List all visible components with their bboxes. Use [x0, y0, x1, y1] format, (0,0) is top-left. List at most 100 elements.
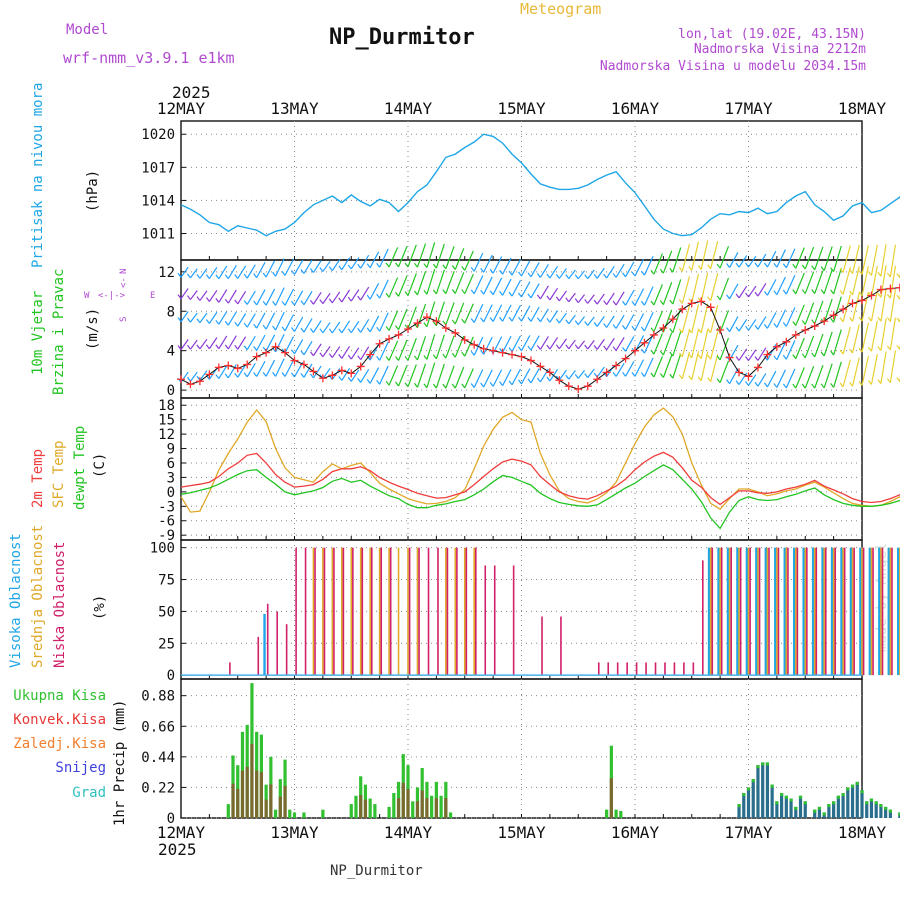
wind-barb — [662, 250, 673, 274]
wind-barb-head — [735, 356, 740, 361]
wind-barb — [218, 335, 228, 350]
wind-speed-marker — [895, 283, 900, 292]
wind-barb — [322, 260, 331, 272]
wind-barb — [473, 369, 484, 388]
y-tick-label: 0 — [167, 485, 175, 501]
precip-bar — [302, 812, 306, 818]
wind-speed-marker — [876, 285, 885, 294]
y-tick-label: 8 — [167, 304, 175, 320]
wind-barb — [426, 362, 436, 388]
wind-barb-head — [413, 290, 418, 296]
wind-barb — [379, 341, 389, 361]
wind-barb — [691, 304, 700, 334]
wind-barb — [388, 340, 399, 361]
wind-barb — [256, 289, 266, 306]
wind-barb-head — [376, 379, 381, 385]
precip-bar-top — [817, 806, 822, 810]
y-tick-label: 1020 — [141, 127, 175, 143]
wind-barb-head — [205, 297, 210, 302]
wind-speed-marker — [612, 361, 621, 370]
precip-bar — [884, 806, 888, 818]
x-tick-label-top: 17MAY — [724, 99, 773, 118]
wind-barb — [823, 246, 833, 271]
wind-barb-head — [461, 289, 466, 294]
wind-barb — [312, 320, 322, 333]
wind-barb-head — [839, 382, 844, 388]
wind-barb — [322, 292, 331, 304]
wind-barb-head — [186, 273, 191, 279]
precip-bar-top — [780, 792, 784, 796]
wind-barb — [379, 279, 389, 299]
wind-speed-marker — [545, 368, 554, 377]
wind-barb-head — [773, 262, 778, 268]
wind-barb-head — [820, 351, 825, 357]
wind-barb-head — [338, 354, 343, 359]
wind-barb-head — [243, 273, 248, 279]
panel-pressure: 1011 1014 1017 1020 — [141, 120, 900, 261]
wind-barb — [625, 314, 635, 330]
wind-barb — [861, 291, 870, 322]
precip-bar — [832, 801, 836, 818]
cloud-low-label: Niska Oblacnost — [52, 542, 68, 668]
y-tick-label: 1017 — [141, 160, 175, 176]
precip-bar-conv — [396, 798, 401, 818]
wind-barb — [208, 337, 218, 350]
wind-barb-head — [366, 294, 371, 300]
wind-barb — [615, 362, 625, 377]
wind-barb-head — [640, 372, 645, 377]
wind-barb — [719, 245, 730, 269]
wind-barb — [341, 289, 351, 303]
wind-barb — [738, 255, 748, 268]
wind-barb-head — [792, 321, 797, 326]
wind-barb-head — [858, 347, 863, 353]
pressure-unit: (hPa) — [85, 170, 101, 212]
wind-barb-head — [546, 295, 551, 301]
wind-barb — [785, 340, 796, 360]
legend-snow: Snijeg — [55, 760, 106, 776]
y-tick-label: 25 — [158, 636, 175, 652]
wind-speed-marker — [640, 338, 649, 347]
wind-barb-head — [886, 293, 891, 299]
wind-barb-head — [555, 274, 560, 279]
wind-barb-head — [631, 325, 636, 331]
wind-barb — [577, 316, 586, 325]
x-tick-label-top: 18MAY — [838, 99, 887, 118]
precip-bar-conv — [434, 798, 438, 818]
wind-barb-head — [527, 272, 532, 278]
wind-barb-head — [867, 346, 872, 352]
precip-bar — [430, 795, 434, 818]
precip-bar-top — [784, 795, 788, 799]
model-label: Model — [66, 22, 108, 38]
wind-speed-marker — [422, 313, 431, 322]
wind-barb — [303, 290, 313, 306]
wind-barb — [426, 269, 436, 295]
wind-barb-head — [508, 380, 513, 386]
wind-speed-marker — [281, 348, 290, 357]
wind-barb-head — [612, 273, 617, 278]
wind-barb-head — [224, 274, 229, 280]
wind-speed-marker — [593, 375, 602, 384]
wind-barb — [275, 333, 285, 353]
wind-barb-head — [347, 377, 352, 382]
wind-barb — [379, 312, 389, 332]
wind-barb-head — [177, 294, 182, 299]
wind-barb — [275, 287, 285, 306]
wind-barb-head — [291, 349, 295, 355]
wind-barb — [388, 247, 399, 268]
wind-barb — [331, 321, 341, 334]
wind-barb — [710, 331, 719, 360]
wind-barb-head — [574, 344, 579, 350]
wind-barb-head — [697, 328, 702, 334]
wind-barb-head — [442, 383, 447, 389]
wind-speed-marker — [262, 348, 271, 357]
precip-bar — [448, 812, 453, 818]
wind-barb-head — [877, 271, 882, 277]
wind-barb — [520, 260, 531, 277]
wind-barb-head — [782, 289, 787, 295]
wind-barb-head — [518, 292, 522, 298]
wind-barb-head — [820, 266, 825, 272]
precip-bar-conv — [609, 778, 613, 818]
wind-barb-head — [622, 272, 627, 278]
wind-barb — [199, 268, 208, 279]
wind-barb-head — [773, 323, 778, 328]
